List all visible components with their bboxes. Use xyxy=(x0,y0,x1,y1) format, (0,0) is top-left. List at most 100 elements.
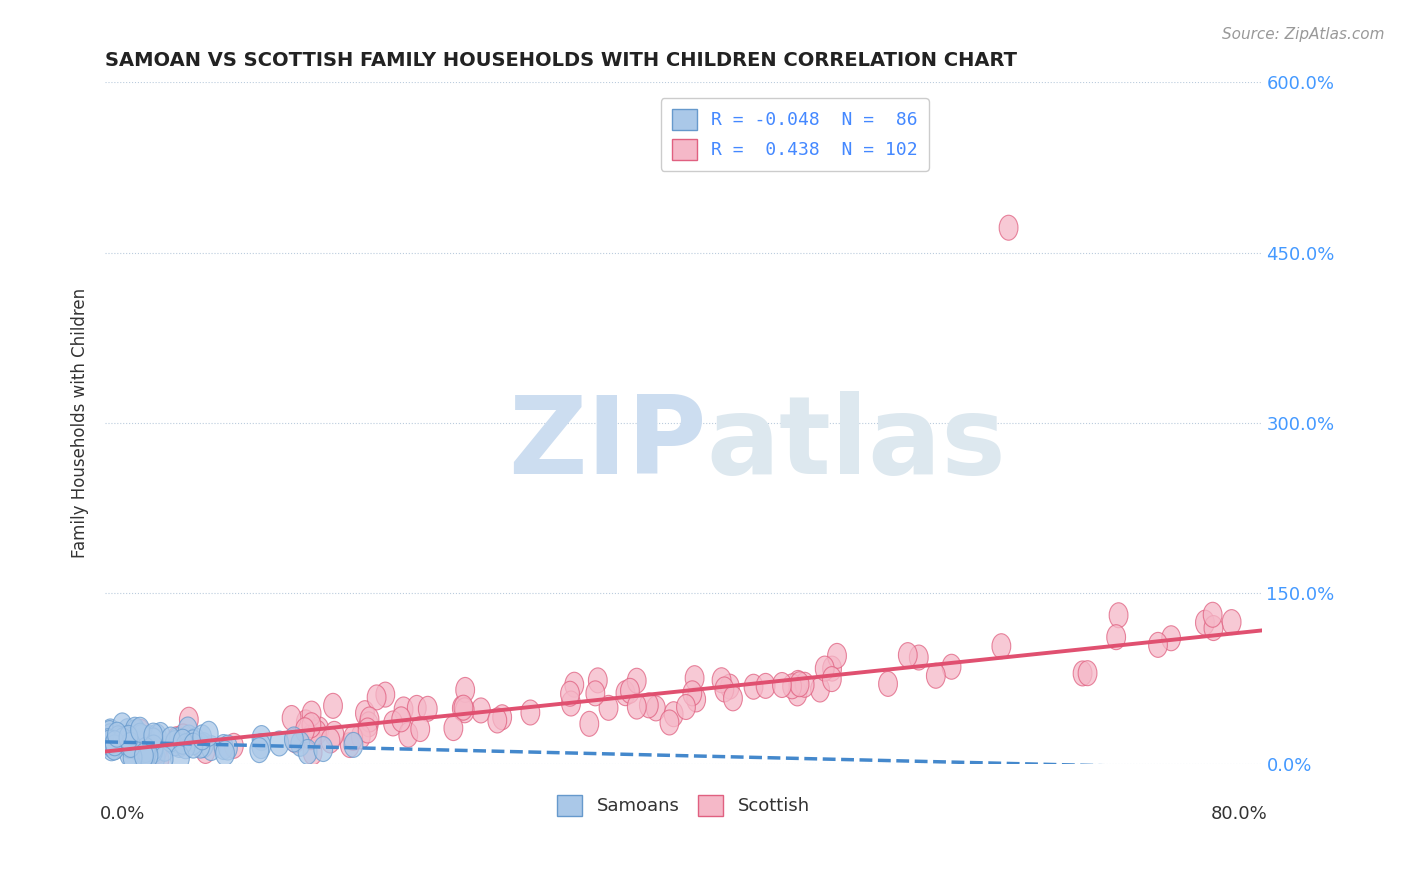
Ellipse shape xyxy=(162,727,180,752)
Ellipse shape xyxy=(252,725,271,750)
Ellipse shape xyxy=(174,724,193,749)
Ellipse shape xyxy=(141,726,160,751)
Ellipse shape xyxy=(471,698,491,723)
Ellipse shape xyxy=(1107,624,1126,649)
Ellipse shape xyxy=(136,742,156,767)
Ellipse shape xyxy=(685,665,704,690)
Ellipse shape xyxy=(579,711,599,736)
Ellipse shape xyxy=(98,731,118,756)
Ellipse shape xyxy=(561,691,581,716)
Ellipse shape xyxy=(132,731,150,756)
Ellipse shape xyxy=(1222,609,1241,634)
Ellipse shape xyxy=(108,723,127,747)
Ellipse shape xyxy=(589,668,607,693)
Ellipse shape xyxy=(111,726,131,752)
Ellipse shape xyxy=(114,728,132,753)
Ellipse shape xyxy=(823,666,841,691)
Ellipse shape xyxy=(1204,615,1223,640)
Ellipse shape xyxy=(193,725,211,750)
Ellipse shape xyxy=(132,730,150,755)
Ellipse shape xyxy=(790,672,808,697)
Ellipse shape xyxy=(756,673,775,698)
Ellipse shape xyxy=(121,732,141,757)
Ellipse shape xyxy=(184,733,202,758)
Ellipse shape xyxy=(135,743,153,768)
Ellipse shape xyxy=(118,719,136,744)
Ellipse shape xyxy=(297,710,315,735)
Ellipse shape xyxy=(823,657,841,681)
Ellipse shape xyxy=(1078,661,1097,686)
Ellipse shape xyxy=(898,642,917,667)
Ellipse shape xyxy=(170,732,188,757)
Text: 80.0%: 80.0% xyxy=(1211,805,1267,822)
Ellipse shape xyxy=(98,729,118,754)
Ellipse shape xyxy=(285,728,305,753)
Ellipse shape xyxy=(676,695,696,720)
Ellipse shape xyxy=(215,740,235,765)
Ellipse shape xyxy=(173,730,193,755)
Ellipse shape xyxy=(321,728,340,753)
Ellipse shape xyxy=(302,713,321,738)
Ellipse shape xyxy=(120,741,139,766)
Ellipse shape xyxy=(291,731,309,756)
Ellipse shape xyxy=(167,728,187,753)
Ellipse shape xyxy=(218,735,238,760)
Ellipse shape xyxy=(148,724,166,749)
Ellipse shape xyxy=(201,736,221,761)
Ellipse shape xyxy=(184,730,202,755)
Text: SAMOAN VS SCOTTISH FAMILY HOUSEHOLDS WITH CHILDREN CORRELATION CHART: SAMOAN VS SCOTTISH FAMILY HOUSEHOLDS WIT… xyxy=(105,51,1017,70)
Ellipse shape xyxy=(993,633,1011,658)
Ellipse shape xyxy=(131,723,149,748)
Ellipse shape xyxy=(176,734,195,759)
Ellipse shape xyxy=(117,728,135,753)
Ellipse shape xyxy=(453,696,471,721)
Ellipse shape xyxy=(120,725,138,750)
Ellipse shape xyxy=(720,674,740,699)
Ellipse shape xyxy=(125,733,143,758)
Ellipse shape xyxy=(124,745,142,770)
Ellipse shape xyxy=(111,727,129,752)
Ellipse shape xyxy=(186,728,205,753)
Ellipse shape xyxy=(170,746,190,771)
Ellipse shape xyxy=(139,743,157,768)
Ellipse shape xyxy=(117,726,135,751)
Ellipse shape xyxy=(815,657,834,681)
Ellipse shape xyxy=(131,719,150,744)
Ellipse shape xyxy=(927,664,945,689)
Ellipse shape xyxy=(103,736,121,761)
Ellipse shape xyxy=(302,701,321,726)
Ellipse shape xyxy=(787,681,807,706)
Ellipse shape xyxy=(166,731,184,756)
Ellipse shape xyxy=(344,732,363,757)
Ellipse shape xyxy=(561,681,579,706)
Ellipse shape xyxy=(105,735,124,760)
Ellipse shape xyxy=(135,725,153,750)
Ellipse shape xyxy=(156,736,174,761)
Ellipse shape xyxy=(408,696,426,721)
Ellipse shape xyxy=(138,730,157,755)
Ellipse shape xyxy=(270,731,288,756)
Ellipse shape xyxy=(141,739,160,764)
Ellipse shape xyxy=(304,740,322,765)
Ellipse shape xyxy=(180,707,198,732)
Ellipse shape xyxy=(419,697,437,722)
Ellipse shape xyxy=(172,731,191,756)
Ellipse shape xyxy=(359,718,377,743)
Ellipse shape xyxy=(616,681,636,706)
Ellipse shape xyxy=(360,707,378,732)
Ellipse shape xyxy=(394,697,413,722)
Ellipse shape xyxy=(100,731,118,756)
Ellipse shape xyxy=(314,737,333,762)
Ellipse shape xyxy=(132,724,150,749)
Ellipse shape xyxy=(352,724,370,749)
Ellipse shape xyxy=(138,739,156,764)
Ellipse shape xyxy=(214,734,233,759)
Ellipse shape xyxy=(640,693,658,718)
Ellipse shape xyxy=(145,735,163,760)
Ellipse shape xyxy=(143,738,163,763)
Ellipse shape xyxy=(127,733,146,758)
Ellipse shape xyxy=(131,717,149,742)
Ellipse shape xyxy=(101,719,120,744)
Ellipse shape xyxy=(456,698,474,723)
Text: ZIP: ZIP xyxy=(508,391,706,497)
